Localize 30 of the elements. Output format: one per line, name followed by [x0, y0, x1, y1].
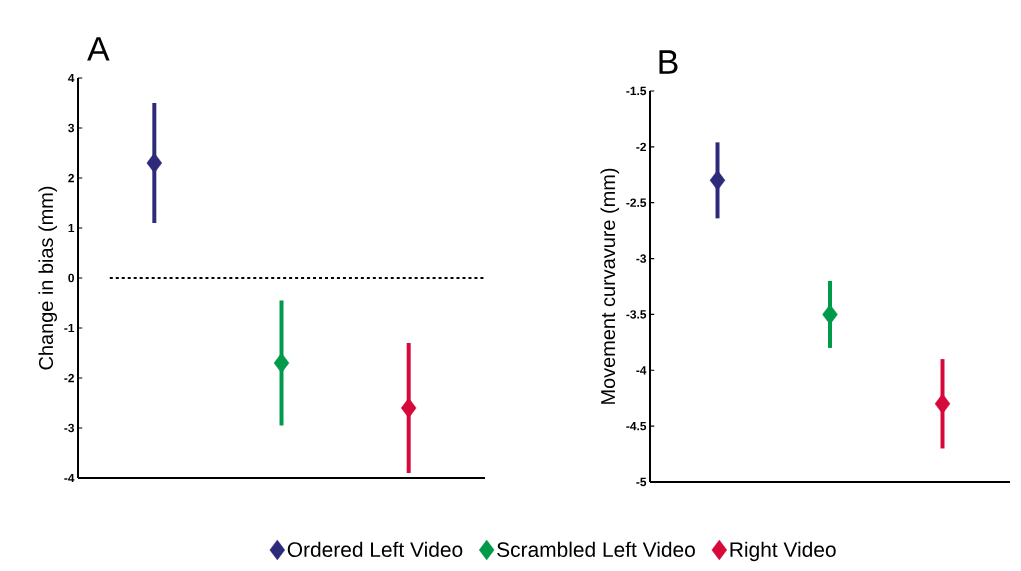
y-tick-label: -5: [636, 477, 647, 487]
y-tick-label: -3: [64, 423, 75, 433]
y-tick-label: -4: [64, 473, 75, 483]
y-tick-label: -1: [64, 323, 75, 333]
legend-label: Ordered Left Video: [287, 541, 463, 558]
y-tick-label: -3: [636, 254, 647, 263]
y-tick-label: -3.5: [626, 310, 647, 319]
point: [146, 152, 163, 174]
chart-title: A: [87, 37, 110, 61]
y-axis-title: Change in bias (mm): [38, 186, 58, 370]
point: [273, 352, 290, 374]
y-tick-label: -2: [64, 373, 75, 383]
point: [822, 304, 838, 325]
y-tick-label: -1.5: [626, 86, 647, 96]
y-tick-label: -2.5: [626, 198, 647, 207]
y-axis-title: Movement curvavure (mm): [600, 168, 620, 404]
y-tick-label: -4: [636, 366, 647, 375]
y-tick-label: 1: [68, 223, 75, 233]
chart-title: B: [659, 50, 678, 74]
y-tick-label: 3: [68, 123, 75, 133]
point: [934, 393, 951, 414]
y-tick-label: -2: [636, 142, 647, 152]
y-tick-label: -4.5: [626, 421, 647, 431]
point: [401, 397, 417, 419]
legend-label: Right Video: [730, 541, 836, 562]
legend-label: Scrambled Left Video: [497, 541, 695, 558]
y-tick-label: 2: [68, 173, 75, 183]
y-tick-label: 4: [68, 73, 75, 83]
point: [709, 170, 726, 191]
y-tick-label: 0: [68, 273, 74, 283]
